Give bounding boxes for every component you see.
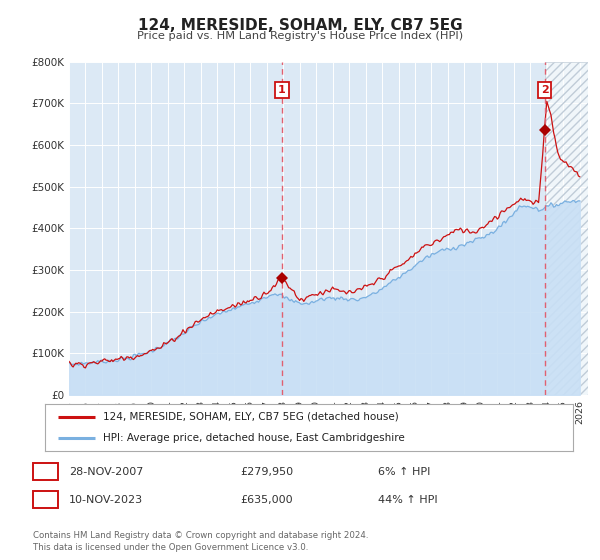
Text: 6% ↑ HPI: 6% ↑ HPI — [378, 466, 430, 477]
Bar — [545, 62, 588, 395]
Text: 2: 2 — [42, 494, 49, 505]
Text: HPI: Average price, detached house, East Cambridgeshire: HPI: Average price, detached house, East… — [103, 433, 405, 444]
Text: 124, MERESIDE, SOHAM, ELY, CB7 5EG (detached house): 124, MERESIDE, SOHAM, ELY, CB7 5EG (deta… — [103, 412, 399, 422]
Text: 1: 1 — [42, 466, 49, 477]
Bar — [545, 62, 588, 395]
Text: 2: 2 — [541, 85, 548, 95]
Text: 28-NOV-2007: 28-NOV-2007 — [69, 466, 143, 477]
Text: £279,950: £279,950 — [240, 466, 293, 477]
Text: Contains HM Land Registry data © Crown copyright and database right 2024.
This d: Contains HM Land Registry data © Crown c… — [33, 531, 368, 552]
Text: £635,000: £635,000 — [240, 494, 293, 505]
Text: 124, MERESIDE, SOHAM, ELY, CB7 5EG: 124, MERESIDE, SOHAM, ELY, CB7 5EG — [137, 18, 463, 33]
Text: 44% ↑ HPI: 44% ↑ HPI — [378, 494, 437, 505]
Text: 1: 1 — [278, 85, 286, 95]
Text: Price paid vs. HM Land Registry's House Price Index (HPI): Price paid vs. HM Land Registry's House … — [137, 31, 463, 41]
Text: 10-NOV-2023: 10-NOV-2023 — [69, 494, 143, 505]
